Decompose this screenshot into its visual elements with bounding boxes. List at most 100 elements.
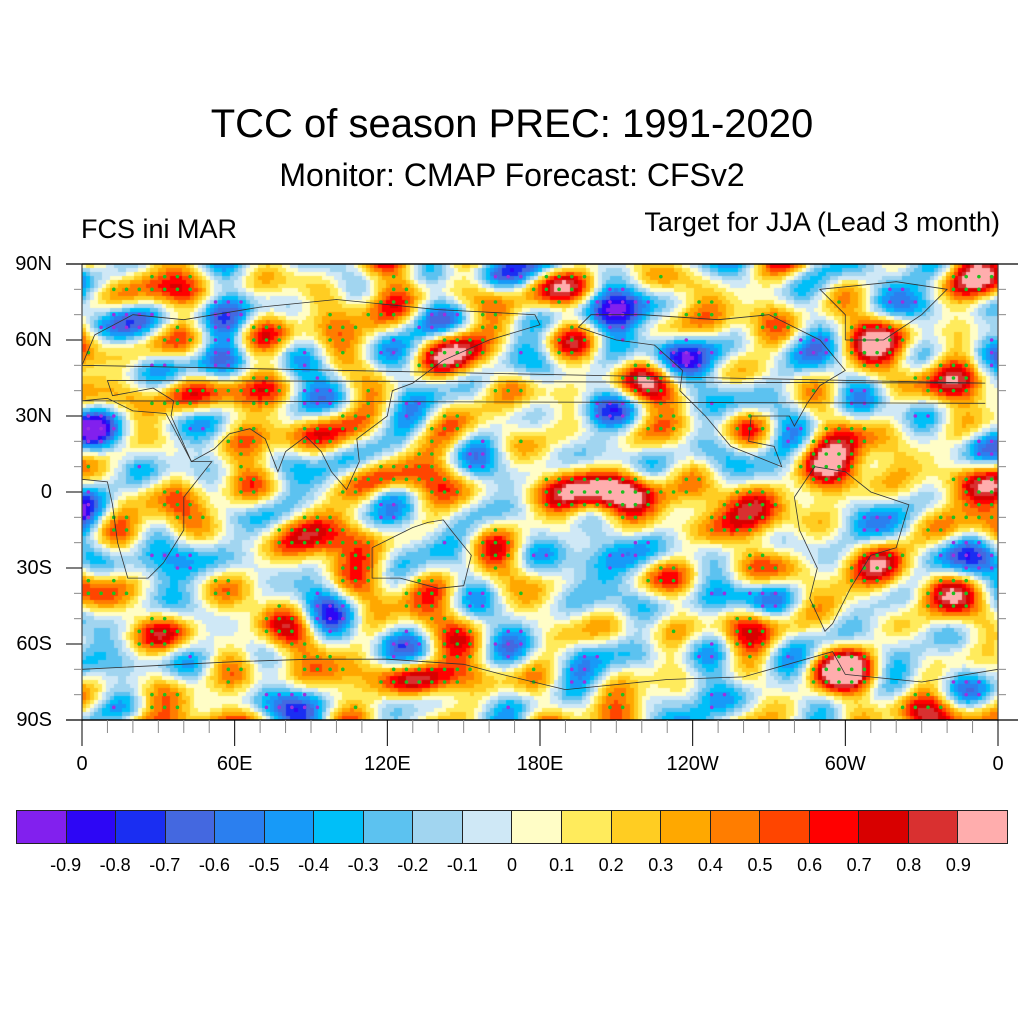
significant-positive-marker: [430, 616, 434, 621]
significant-positive-marker: [951, 477, 956, 482]
significant-positive-marker: [417, 452, 421, 456]
significant-positive-marker: [162, 490, 167, 494]
colorbar-label: 0.7: [846, 855, 872, 875]
coastline-greenland: [819, 281, 948, 341]
significant-positive-marker: [570, 287, 574, 292]
significant-positive-marker: [938, 376, 943, 380]
significant-positive-marker: [773, 566, 778, 570]
significant-positive-marker: [735, 515, 739, 520]
significant-positive-marker: [379, 477, 383, 482]
significant-negative-marker: [633, 300, 638, 304]
colorbar-label: 0.1: [549, 855, 575, 875]
significant-positive-marker: [938, 604, 943, 608]
colorbar-swatch: [363, 810, 414, 844]
significant-positive-marker: [849, 578, 854, 583]
significant-positive-marker: [112, 591, 116, 596]
significant-negative-marker: [480, 464, 485, 469]
significant-negative-marker: [519, 274, 523, 279]
significant-negative-marker: [799, 338, 803, 342]
significant-positive-marker: [277, 604, 281, 608]
significant-positive-marker: [137, 642, 142, 646]
significant-positive-marker: [366, 553, 371, 558]
significant-positive-marker: [480, 325, 485, 330]
significant-negative-marker: [620, 325, 625, 330]
significant-positive-marker: [557, 490, 561, 494]
significant-positive-marker: [302, 528, 307, 532]
significant-positive-marker: [735, 528, 739, 532]
significant-positive-marker: [659, 414, 663, 418]
significant-positive-marker: [430, 426, 434, 431]
significant-positive-marker: [926, 604, 930, 608]
significant-positive-marker: [671, 629, 676, 634]
significant-negative-marker: [112, 325, 116, 330]
significant-positive-marker: [315, 654, 320, 659]
significant-positive-marker: [277, 540, 281, 545]
significant-negative-marker: [315, 388, 320, 393]
significant-negative-marker: [328, 629, 332, 634]
significant-negative-marker: [811, 350, 816, 355]
significant-positive-marker: [175, 274, 180, 279]
significant-positive-marker: [900, 553, 905, 558]
significant-positive-marker: [251, 376, 256, 380]
significant-negative-marker: [862, 388, 867, 393]
significant-positive-marker: [213, 591, 218, 596]
significant-positive-marker: [353, 426, 358, 431]
significant-positive-marker: [341, 325, 345, 330]
significant-positive-marker: [646, 363, 650, 368]
colorbar-label: 0.8: [896, 855, 922, 875]
significant-positive-marker: [862, 325, 867, 330]
significant-positive-marker: [989, 515, 994, 520]
colorbar-swatch: [215, 810, 265, 844]
significant-negative-marker: [417, 401, 421, 406]
significant-positive-marker: [353, 578, 358, 583]
significant-positive-marker: [570, 274, 574, 279]
significant-positive-marker: [366, 312, 371, 317]
significant-positive-marker: [379, 300, 383, 304]
significant-negative-marker: [951, 553, 956, 558]
significant-positive-marker: [493, 566, 498, 570]
significant-negative-marker: [888, 515, 892, 520]
colorbar-swatch: [562, 810, 612, 844]
colorbar-swatch: [809, 810, 860, 844]
significant-positive-marker: [900, 705, 905, 710]
significant-positive-marker: [926, 692, 930, 697]
significant-positive-marker: [684, 312, 689, 317]
significant-negative-marker: [264, 705, 269, 710]
significant-positive-marker: [735, 616, 739, 621]
significant-positive-marker: [277, 388, 281, 393]
significant-negative-marker: [480, 452, 485, 456]
significant-positive-marker: [162, 616, 167, 621]
significant-positive-marker: [251, 490, 256, 494]
significant-positive-marker: [862, 363, 867, 368]
significant-negative-marker: [964, 553, 968, 558]
significant-positive-marker: [837, 439, 841, 444]
significant-positive-marker: [824, 680, 829, 684]
significant-positive-marker: [748, 515, 752, 520]
significant-positive-marker: [608, 477, 612, 482]
significant-positive-marker: [430, 363, 434, 368]
significant-negative-marker: [302, 363, 307, 368]
significant-positive-marker: [162, 287, 167, 292]
significant-positive-marker: [570, 490, 574, 494]
significant-positive-marker: [239, 477, 243, 482]
significant-positive-marker: [837, 680, 841, 684]
significant-negative-marker: [86, 426, 91, 431]
colorbar-swatch: [710, 810, 761, 844]
significant-negative-marker: [188, 553, 192, 558]
significant-positive-marker: [150, 616, 154, 621]
significant-positive-marker: [353, 414, 358, 418]
significant-positive-marker: [926, 705, 930, 710]
significant-negative-marker: [964, 692, 968, 697]
significant-positive-marker: [735, 490, 739, 494]
significant-positive-marker: [493, 540, 498, 545]
significant-positive-marker: [290, 616, 294, 621]
significant-negative-marker: [468, 464, 472, 469]
significant-positive-marker: [264, 388, 269, 393]
significant-negative-marker: [926, 414, 930, 418]
significant-positive-marker: [709, 528, 714, 532]
significant-positive-marker: [849, 325, 854, 330]
significant-positive-marker: [926, 591, 930, 596]
significant-positive-marker: [570, 338, 574, 342]
significant-negative-marker: [646, 300, 650, 304]
significant-negative-marker: [112, 705, 116, 710]
